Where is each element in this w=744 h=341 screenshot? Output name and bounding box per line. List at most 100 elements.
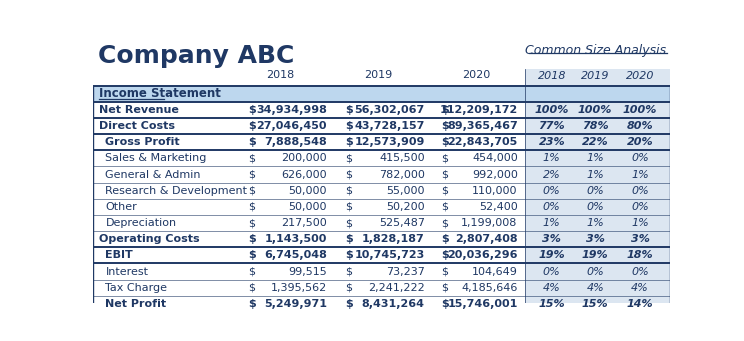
Text: 78%: 78%	[582, 121, 609, 131]
Text: 4,185,646: 4,185,646	[461, 283, 518, 293]
Text: $: $	[441, 121, 449, 131]
Text: 1,143,500: 1,143,500	[265, 234, 327, 244]
Text: 8,431,264: 8,431,264	[362, 299, 425, 309]
Text: 10,745,723: 10,745,723	[354, 250, 425, 261]
Text: $: $	[248, 234, 256, 244]
Text: 1,199,008: 1,199,008	[461, 218, 518, 228]
Bar	[525, 102, 670, 118]
Text: 525,487: 525,487	[379, 218, 425, 228]
Text: 43,728,157: 43,728,157	[354, 121, 425, 131]
Text: 454,000: 454,000	[472, 153, 518, 163]
Text: $: $	[248, 121, 256, 131]
Text: 1%: 1%	[586, 153, 604, 163]
Text: $: $	[345, 234, 353, 244]
Text: Interest: Interest	[106, 267, 148, 277]
Text: 4%: 4%	[631, 283, 649, 293]
Text: 15%: 15%	[582, 299, 609, 309]
Text: $: $	[248, 250, 256, 261]
Bar	[93, 102, 525, 118]
Text: 19%: 19%	[539, 250, 565, 261]
Text: $: $	[345, 186, 352, 196]
Text: 217,500: 217,500	[281, 218, 327, 228]
Bar	[93, 199, 525, 215]
Bar	[525, 215, 670, 231]
Bar	[525, 231, 670, 247]
Text: 27,046,450: 27,046,450	[257, 121, 327, 131]
Text: 7,888,548: 7,888,548	[264, 137, 327, 147]
Text: $: $	[441, 169, 448, 179]
Bar	[93, 166, 525, 182]
Bar	[525, 199, 670, 215]
Text: $: $	[441, 137, 449, 147]
Text: $: $	[345, 137, 353, 147]
Text: $: $	[345, 121, 353, 131]
Text: $: $	[345, 153, 352, 163]
Text: Tax Charge: Tax Charge	[106, 283, 167, 293]
Text: Research & Development: Research & Development	[106, 186, 248, 196]
Text: 2%: 2%	[543, 169, 561, 179]
Text: 1,828,187: 1,828,187	[362, 234, 425, 244]
Bar	[525, 296, 670, 312]
Text: 3%: 3%	[586, 234, 605, 244]
Bar	[525, 280, 670, 296]
Bar	[525, 118, 670, 134]
Text: 2019: 2019	[581, 71, 609, 81]
Bar	[525, 69, 670, 86]
Text: Net Revenue: Net Revenue	[99, 105, 179, 115]
Text: $: $	[345, 218, 352, 228]
Text: 0%: 0%	[586, 202, 604, 212]
Text: 100%: 100%	[578, 105, 612, 115]
Text: 6,745,048: 6,745,048	[264, 250, 327, 261]
Text: 0%: 0%	[586, 186, 604, 196]
Text: $: $	[345, 283, 352, 293]
Text: 19%: 19%	[582, 250, 609, 261]
Text: $: $	[441, 250, 449, 261]
Text: 1%: 1%	[631, 218, 649, 228]
Text: $: $	[248, 186, 255, 196]
Text: 14%: 14%	[627, 299, 653, 309]
Text: $: $	[441, 267, 448, 277]
Text: 15,746,001: 15,746,001	[447, 299, 518, 309]
Text: 110,000: 110,000	[472, 186, 518, 196]
Text: $: $	[441, 153, 448, 163]
Text: $: $	[441, 105, 449, 115]
Text: Common Size Analysis: Common Size Analysis	[525, 44, 667, 57]
Text: 415,500: 415,500	[379, 153, 425, 163]
Bar	[93, 182, 525, 199]
Text: $: $	[441, 299, 449, 309]
Text: 5,249,971: 5,249,971	[264, 299, 327, 309]
Text: 1%: 1%	[586, 218, 604, 228]
Text: 2018: 2018	[538, 71, 566, 81]
Text: 50,200: 50,200	[386, 202, 425, 212]
Bar	[93, 296, 525, 312]
Text: $: $	[441, 202, 448, 212]
Bar	[93, 86, 670, 102]
Bar	[525, 247, 670, 264]
Text: $: $	[345, 299, 353, 309]
Text: Gross Profit: Gross Profit	[106, 137, 180, 147]
Text: 782,000: 782,000	[379, 169, 425, 179]
Text: Direct Costs: Direct Costs	[99, 121, 175, 131]
Text: 2,807,408: 2,807,408	[455, 234, 518, 244]
Text: 4%: 4%	[586, 283, 604, 293]
Text: 56,302,067: 56,302,067	[354, 105, 425, 115]
Text: 0%: 0%	[631, 186, 649, 196]
Text: $: $	[345, 169, 352, 179]
Text: 55,000: 55,000	[386, 186, 425, 196]
Text: 15%: 15%	[539, 299, 565, 309]
Text: 73,237: 73,237	[386, 267, 425, 277]
Bar	[93, 280, 525, 296]
Text: Sales & Marketing: Sales & Marketing	[106, 153, 207, 163]
Text: $: $	[248, 218, 255, 228]
Text: Depreciation: Depreciation	[106, 218, 176, 228]
Text: 992,000: 992,000	[472, 169, 518, 179]
Text: $: $	[345, 267, 352, 277]
Bar	[525, 134, 670, 150]
Text: Other: Other	[106, 202, 137, 212]
Text: $: $	[248, 202, 255, 212]
Bar	[525, 264, 670, 280]
Text: $: $	[345, 250, 353, 261]
Text: 12,573,909: 12,573,909	[354, 137, 425, 147]
Text: 22,843,705: 22,843,705	[447, 137, 518, 147]
Text: $: $	[441, 283, 448, 293]
